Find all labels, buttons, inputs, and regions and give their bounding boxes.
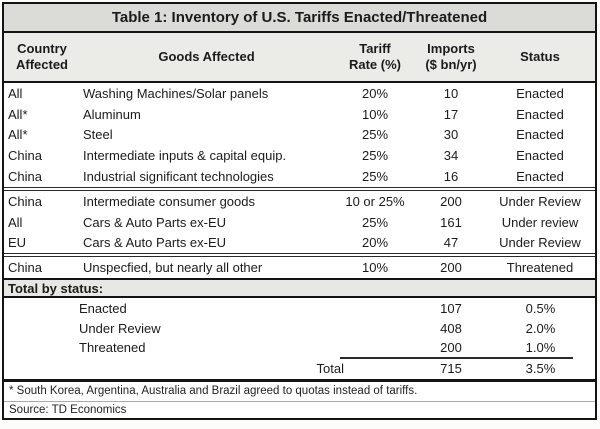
table-row: All* Steel 25% 30 Enacted — [4, 125, 595, 146]
cell-status: Enacted — [516, 85, 564, 101]
totals-row: Under Review 408 2.0% — [4, 318, 595, 338]
cell-country: China — [8, 193, 42, 209]
cell-goods: Cars & Auto Parts ex-EU — [83, 214, 227, 230]
cell-country: China — [8, 169, 42, 185]
cell-status: Under review — [501, 214, 579, 230]
cell-tariff-rate: 10% — [361, 260, 389, 276]
cell-goods: Intermediate consumer goods — [83, 193, 255, 209]
group-under-review: China Intermediate consumer goods 10 or … — [4, 191, 595, 253]
totals-heading: Total by status: — [4, 280, 595, 299]
cell-country: All* — [8, 106, 28, 122]
footnote-source: Source: TD Economics — [9, 403, 127, 416]
cell-tariff-rate: 10% — [361, 106, 389, 122]
cell-imports: 17 — [443, 106, 459, 122]
cell-country: EU — [8, 235, 27, 251]
cell-tariff-rate: 20% — [361, 235, 389, 251]
column-header-country-line1: Country — [17, 41, 67, 56]
cell-tariff-rate: 25% — [361, 214, 389, 230]
cell-goods: Industrial significant technologies — [83, 169, 274, 185]
table-row: EU Cars & Auto Parts ex-EU 20% 47 Under … — [4, 232, 595, 253]
table-row: All Washing Machines/Solar panels 20% 10… — [4, 83, 595, 104]
group-threatened: China Unspecfied, but nearly all other 1… — [4, 257, 595, 278]
cell-imports: 200 — [440, 193, 462, 209]
cell-goods: Unspecfied, but nearly all other — [83, 260, 263, 276]
column-header-country-line2: Affected — [15, 57, 68, 72]
table-row: All* Aluminum 10% 17 Enacted — [4, 104, 595, 125]
column-header-imports: Imports ($ bn/yr) — [425, 41, 477, 72]
totals-value: 200 — [440, 340, 462, 356]
footnote-separator — [4, 378, 595, 382]
totals-row: Enacted 107 0.5% — [4, 298, 595, 318]
totals-label: Enacted — [79, 300, 127, 316]
cell-country: China — [8, 148, 42, 164]
grand-total-percent: 3.5% — [525, 361, 556, 377]
cell-goods: Cars & Auto Parts ex-EU — [83, 235, 227, 251]
cell-imports: 16 — [443, 169, 459, 185]
cell-imports: 10 — [443, 85, 459, 101]
cell-tariff-rate: 10 or 25% — [345, 193, 405, 209]
cell-imports: 34 — [443, 148, 459, 164]
group-separator — [4, 253, 595, 258]
table-row: China Intermediate inputs & capital equi… — [4, 145, 595, 166]
cell-status: Threatened — [506, 260, 574, 276]
table-row: China Industrial significant technologie… — [4, 166, 595, 187]
section-separator — [4, 278, 595, 281]
totals-grand-row: Total 715 3.5% — [4, 359, 595, 379]
grand-total-label: Total — [316, 361, 344, 377]
cell-status: Enacted — [516, 148, 564, 164]
tariff-table: Table 1: Inventory of U.S. Tariffs Enact… — [2, 2, 597, 420]
footnote-asterisk: * South Korea, Argentina, Australia and … — [9, 385, 418, 398]
totals-percent: 1.0% — [525, 340, 556, 356]
totals-percent: 2.0% — [525, 320, 556, 336]
column-header-goods: Goods Affected — [158, 49, 255, 64]
group-enacted: All Washing Machines/Solar panels 20% 10… — [4, 83, 595, 187]
totals-value: 107 — [440, 300, 462, 316]
cell-status: Under Review — [499, 235, 581, 251]
column-header-tariff-rate: Tariff Rate (%) — [348, 41, 401, 72]
table-row: China Intermediate consumer goods 10 or … — [4, 191, 595, 212]
cell-country: All* — [8, 127, 28, 143]
grand-total-value: 715 — [440, 361, 462, 377]
header-row: Country Affected Goods Affected Tariff R… — [4, 33, 595, 83]
cell-status: Enacted — [516, 127, 564, 143]
totals-value: 408 — [440, 320, 462, 336]
totals-percent: 0.5% — [525, 300, 556, 316]
cell-imports: 200 — [440, 260, 462, 276]
cell-country: All — [8, 214, 23, 230]
column-header-status: Status — [520, 49, 560, 64]
cell-status: Enacted — [516, 169, 564, 185]
cell-goods: Washing Machines/Solar panels — [83, 85, 269, 101]
table-row: China Unspecfied, but nearly all other 1… — [4, 257, 595, 278]
cell-imports: 161 — [440, 214, 462, 230]
cell-goods: Aluminum — [83, 106, 141, 122]
table-row: All Cars & Auto Parts ex-EU 25% 161 Unde… — [4, 212, 595, 233]
cell-imports: 47 — [443, 235, 459, 251]
cell-country: China — [8, 260, 42, 276]
cell-goods: Intermediate inputs & capital equip. — [83, 148, 287, 164]
totals-section: Enacted 107 0.5% Under Review 408 2.0% T… — [4, 298, 595, 379]
column-header-country: Country Affected — [4, 33, 80, 81]
cell-country: All — [8, 85, 23, 101]
cell-status: Enacted — [516, 106, 564, 122]
cell-tariff-rate: 25% — [361, 169, 389, 185]
cell-tariff-rate: 20% — [361, 85, 389, 101]
cell-tariff-rate: 25% — [361, 148, 389, 164]
totals-label: Under Review — [79, 320, 161, 336]
totals-row: Threatened 200 1.0% — [4, 339, 595, 357]
footnote-divider — [4, 400, 595, 402]
cell-imports: 30 — [443, 127, 459, 143]
totals-label: Threatened — [79, 340, 146, 356]
group-separator — [4, 186, 595, 191]
total-sum-rule — [340, 356, 573, 359]
table-title: Table 1: Inventory of U.S. Tariffs Enact… — [4, 4, 595, 33]
cell-status: Under Review — [499, 193, 581, 209]
cell-tariff-rate: 25% — [361, 127, 389, 143]
cell-goods: Steel — [83, 127, 113, 143]
